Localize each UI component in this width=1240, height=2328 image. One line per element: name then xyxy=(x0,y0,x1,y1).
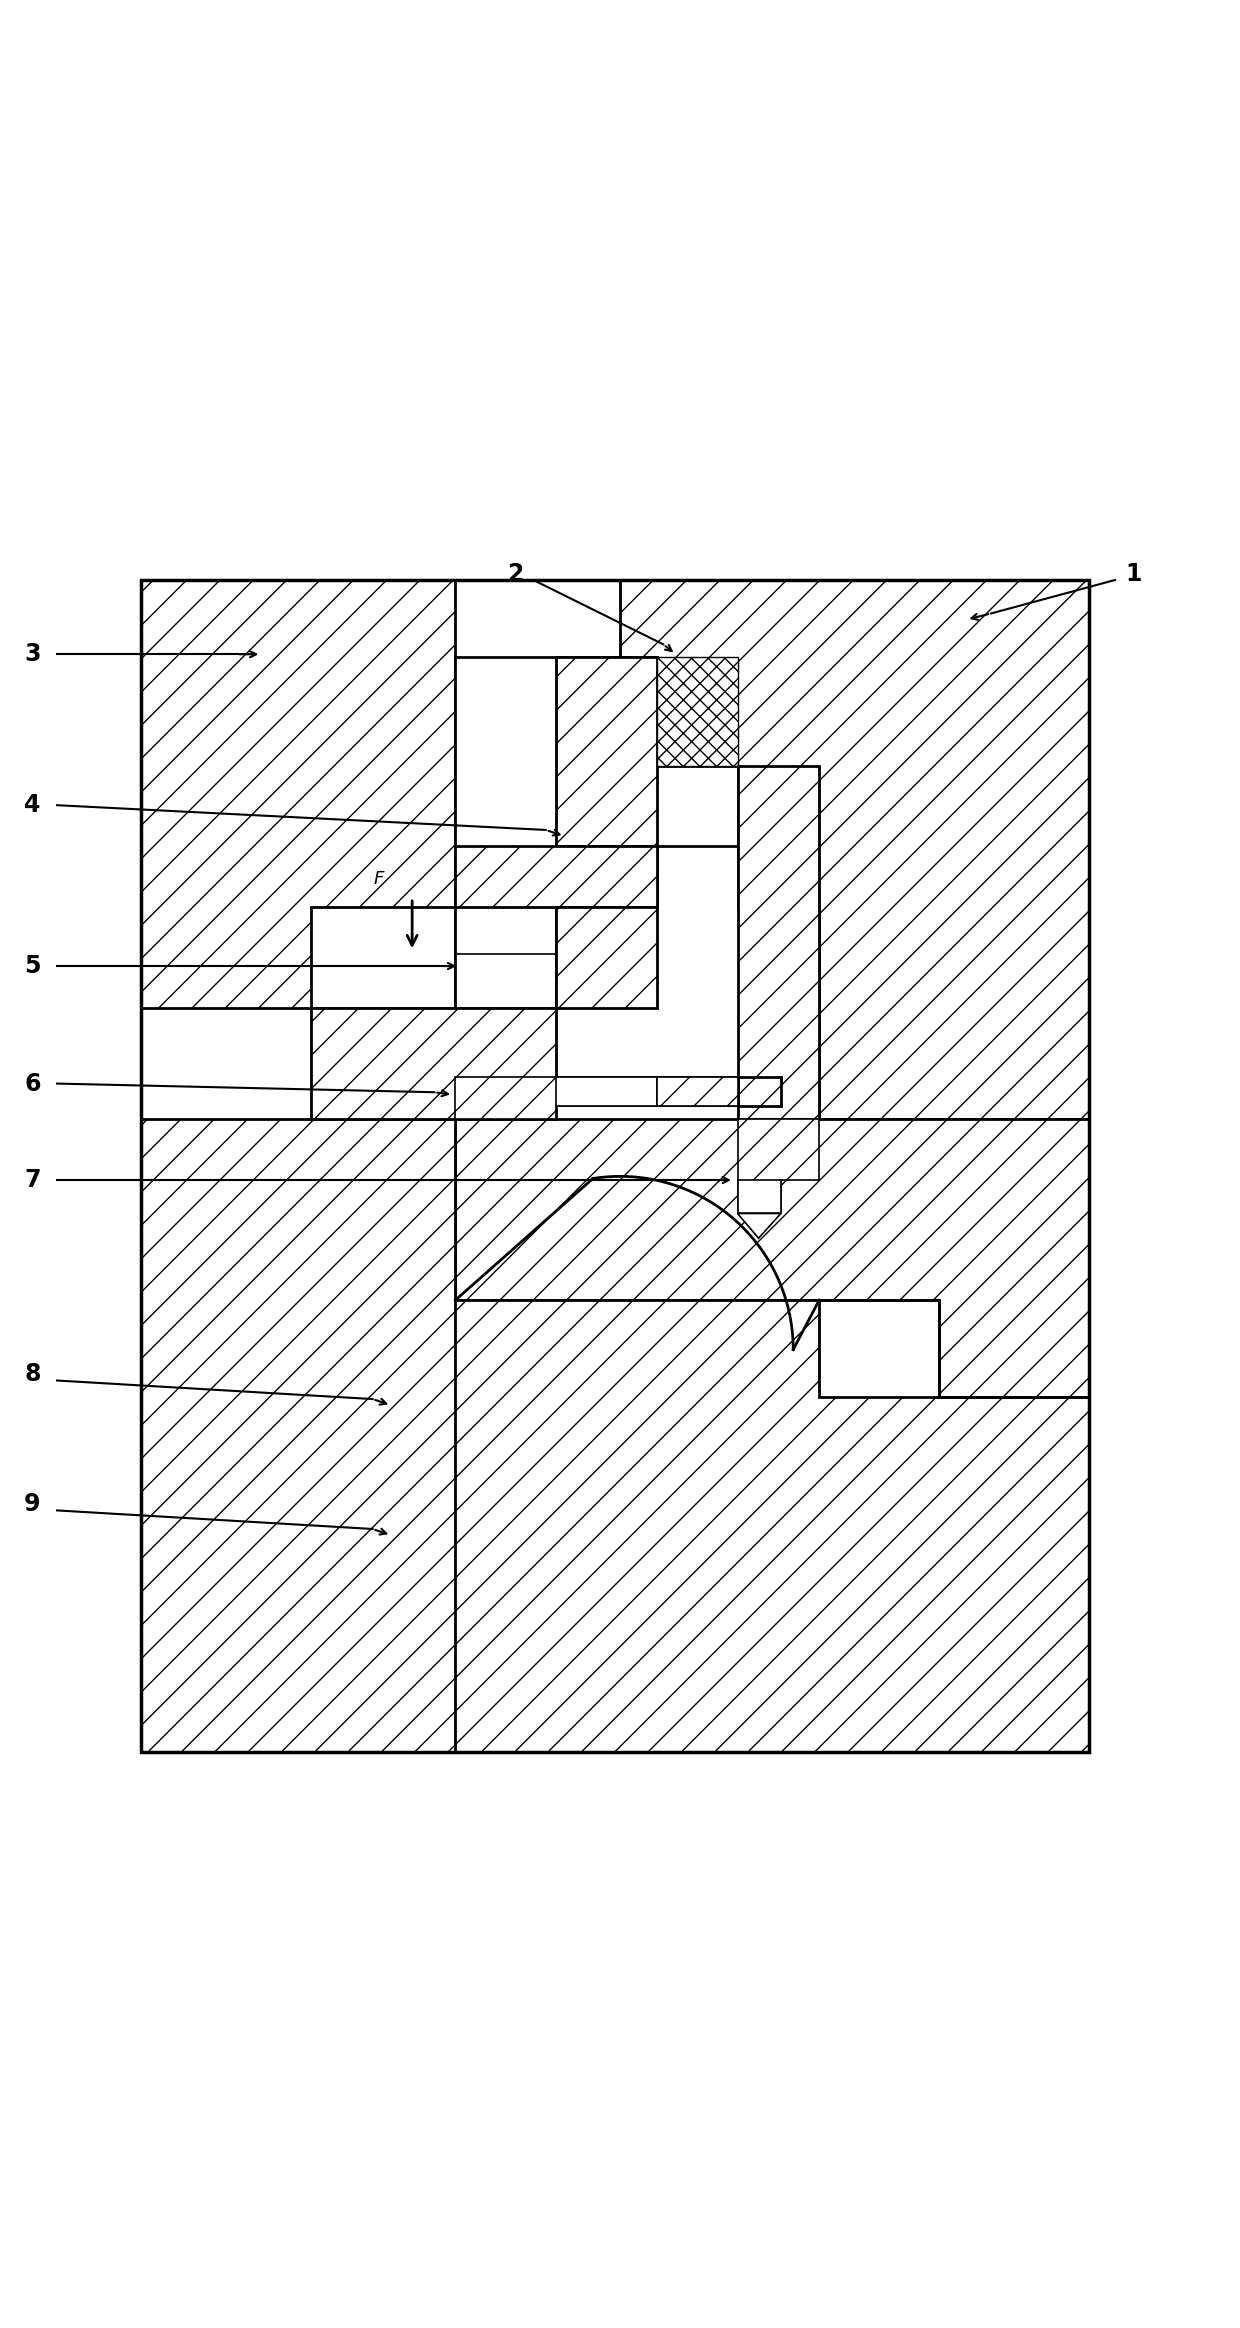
Polygon shape xyxy=(556,1078,657,1106)
Polygon shape xyxy=(657,1078,738,1106)
Polygon shape xyxy=(738,766,820,1120)
Bar xyxy=(141,580,1089,1751)
Polygon shape xyxy=(141,580,1089,1751)
Text: 5: 5 xyxy=(24,954,41,978)
Polygon shape xyxy=(455,845,657,941)
Polygon shape xyxy=(738,1180,781,1213)
Polygon shape xyxy=(141,1120,455,1751)
Polygon shape xyxy=(311,1299,1089,1751)
Polygon shape xyxy=(141,580,455,1008)
Polygon shape xyxy=(311,656,738,1008)
Text: 2: 2 xyxy=(507,561,523,587)
Polygon shape xyxy=(455,906,556,1008)
Polygon shape xyxy=(455,1078,738,1120)
Text: 7: 7 xyxy=(24,1169,41,1192)
Polygon shape xyxy=(455,1120,1089,1397)
Text: 8: 8 xyxy=(24,1362,41,1387)
Polygon shape xyxy=(556,656,657,845)
Text: F: F xyxy=(373,871,384,887)
Text: 9: 9 xyxy=(24,1492,41,1516)
Text: 3: 3 xyxy=(24,643,41,666)
Polygon shape xyxy=(311,906,657,1120)
Polygon shape xyxy=(657,656,738,766)
Polygon shape xyxy=(738,1213,781,1238)
Text: 6: 6 xyxy=(24,1071,41,1096)
Polygon shape xyxy=(738,1120,820,1213)
Polygon shape xyxy=(620,580,1089,1120)
Text: 4: 4 xyxy=(24,794,41,817)
Text: 1: 1 xyxy=(1125,561,1142,587)
